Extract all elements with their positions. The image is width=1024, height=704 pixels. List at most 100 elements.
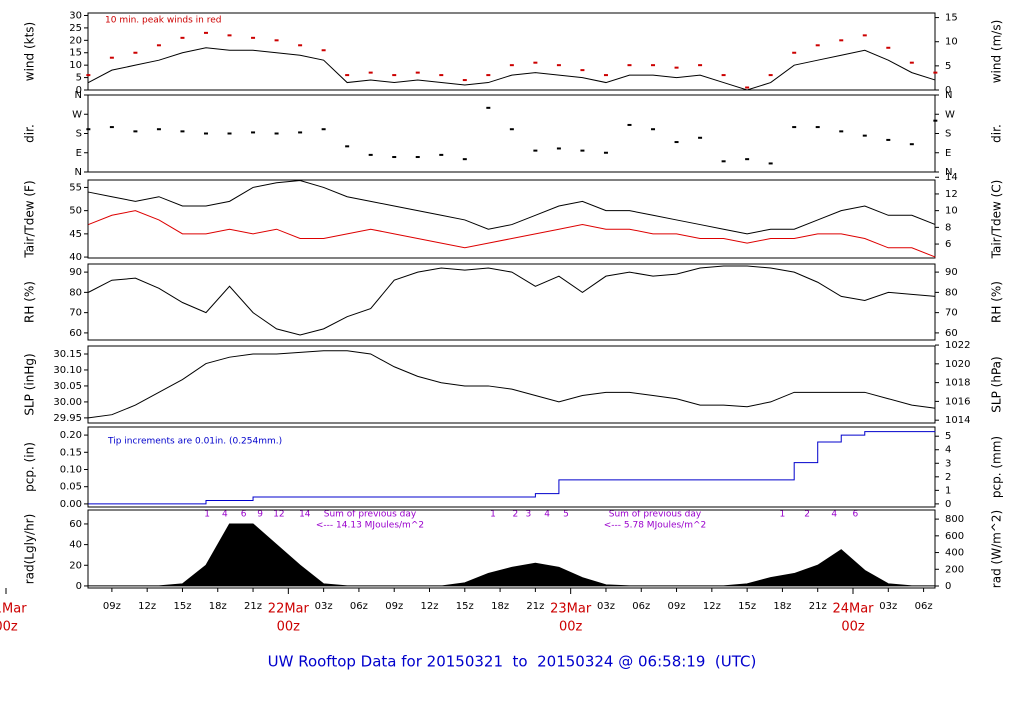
y-tick-label: 30.05 xyxy=(53,381,82,392)
y2-tick-label: 14 xyxy=(945,172,958,183)
y2-tick-label: 0 xyxy=(945,581,951,592)
y2-tick-label: 80 xyxy=(945,287,958,298)
data-point xyxy=(674,141,679,144)
y-tick-label: 0 xyxy=(76,85,82,96)
data-point xyxy=(556,147,561,150)
y2-tick-label: 12 xyxy=(945,189,958,200)
x-tick-label: 06z xyxy=(350,601,368,612)
y2-tick-label: 70 xyxy=(945,308,958,319)
y2-tick-label: 600 xyxy=(945,531,964,542)
data-point xyxy=(839,130,844,133)
date-sublabel: 00z xyxy=(841,620,865,635)
data-point xyxy=(909,143,914,146)
data-point xyxy=(462,79,467,82)
data-point xyxy=(509,128,514,131)
data-point xyxy=(274,132,279,135)
date-sublabel: 00z xyxy=(277,620,301,635)
y2-tick-label: S xyxy=(945,129,951,140)
data-point xyxy=(227,132,232,135)
date-label: 24Mar xyxy=(832,602,874,617)
x-tick-label: 21z xyxy=(244,601,262,612)
y-tick-label: W xyxy=(72,109,82,120)
x-tick-label: 03z xyxy=(879,601,897,612)
x-tick-label: 03z xyxy=(315,601,333,612)
x-tick-label: 15z xyxy=(738,601,756,612)
daily-total-heading: Sum of previous day xyxy=(609,510,702,520)
y2-tick-label: 1020 xyxy=(945,359,970,370)
y2-axis-label: wind (m/s) xyxy=(990,20,1004,84)
data-line xyxy=(88,210,936,258)
data-point xyxy=(862,134,867,137)
data-point xyxy=(345,74,350,77)
data-point xyxy=(486,74,491,77)
data-point xyxy=(933,119,938,122)
data-point xyxy=(580,69,585,72)
data-point xyxy=(203,31,208,34)
x-tick-label: 03z xyxy=(597,601,615,612)
data-point xyxy=(133,51,138,54)
y2-axis-label: rad (W/m^2) xyxy=(990,510,1004,588)
y-tick-label: S xyxy=(76,129,82,140)
data-point xyxy=(227,34,232,37)
data-point xyxy=(109,56,114,59)
tip-count: 6 xyxy=(241,510,247,520)
y-tick-label: 30.15 xyxy=(53,349,82,360)
x-tick-label: 21z xyxy=(526,601,544,612)
data-point xyxy=(251,36,256,39)
data-point xyxy=(439,74,444,77)
data-point xyxy=(86,128,91,131)
data-point xyxy=(321,128,326,131)
y-tick-label: 10 xyxy=(69,60,82,71)
y-tick-label: 0.05 xyxy=(60,482,82,493)
date-label: 22Mar xyxy=(268,602,310,617)
data-point xyxy=(274,39,279,42)
data-point xyxy=(721,160,726,163)
y-tick-label: 20 xyxy=(69,560,82,571)
x-tick-label: 18z xyxy=(491,601,509,612)
data-point xyxy=(651,64,656,67)
chart-title: UW Rooftop Data for 20150321 to 20150324… xyxy=(268,653,757,671)
x-tick-label: 21z xyxy=(809,601,827,612)
y2-tick-label: E xyxy=(945,148,951,159)
panel-frame xyxy=(87,94,936,173)
y2-tick-label: 5 xyxy=(945,431,951,442)
y-axis-label: wind (kts) xyxy=(23,22,37,81)
panel-frame xyxy=(87,12,936,91)
y2-tick-label: 10 xyxy=(945,37,958,48)
y-tick-label: 40 xyxy=(69,540,82,551)
data-point xyxy=(462,158,467,161)
data-line xyxy=(88,350,936,419)
data-point xyxy=(321,49,326,52)
tip-count: 2 xyxy=(513,510,519,520)
data-point xyxy=(886,46,891,49)
tip-count: 1 xyxy=(490,510,496,520)
x-tick-label: 18z xyxy=(773,601,791,612)
data-point xyxy=(721,74,726,77)
data-line xyxy=(88,179,936,235)
annotation: 10 min. peak winds in red xyxy=(105,16,222,26)
date-sublabel: 00z xyxy=(0,620,18,635)
y-axis-label: Tair/Tdew (F) xyxy=(23,180,37,258)
tip-count: 1 xyxy=(780,510,786,520)
y2-tick-label: N xyxy=(945,167,952,178)
data-point xyxy=(603,74,608,77)
y-tick-label: 15 xyxy=(69,48,82,59)
x-tick-label: 12z xyxy=(421,601,439,612)
daily-total-heading: Sum of previous day xyxy=(324,510,417,520)
data-point xyxy=(698,136,703,139)
y-axis-label: RH (%) xyxy=(23,281,37,323)
data-point xyxy=(533,149,538,152)
panel-frame xyxy=(87,426,936,508)
y-tick-label: 0.15 xyxy=(60,447,82,458)
data-point xyxy=(745,158,750,161)
date-sublabel: 00z xyxy=(559,620,583,635)
data-point xyxy=(298,44,303,47)
date-label: 23Mar xyxy=(550,602,592,617)
y2-tick-label: 800 xyxy=(945,514,964,525)
y-tick-label: 60 xyxy=(69,328,82,339)
y2-tick-label: 5 xyxy=(945,61,951,72)
data-point xyxy=(815,44,820,47)
data-point xyxy=(133,130,138,133)
panel-frame xyxy=(87,179,936,259)
y-tick-label: 30.10 xyxy=(53,365,82,376)
